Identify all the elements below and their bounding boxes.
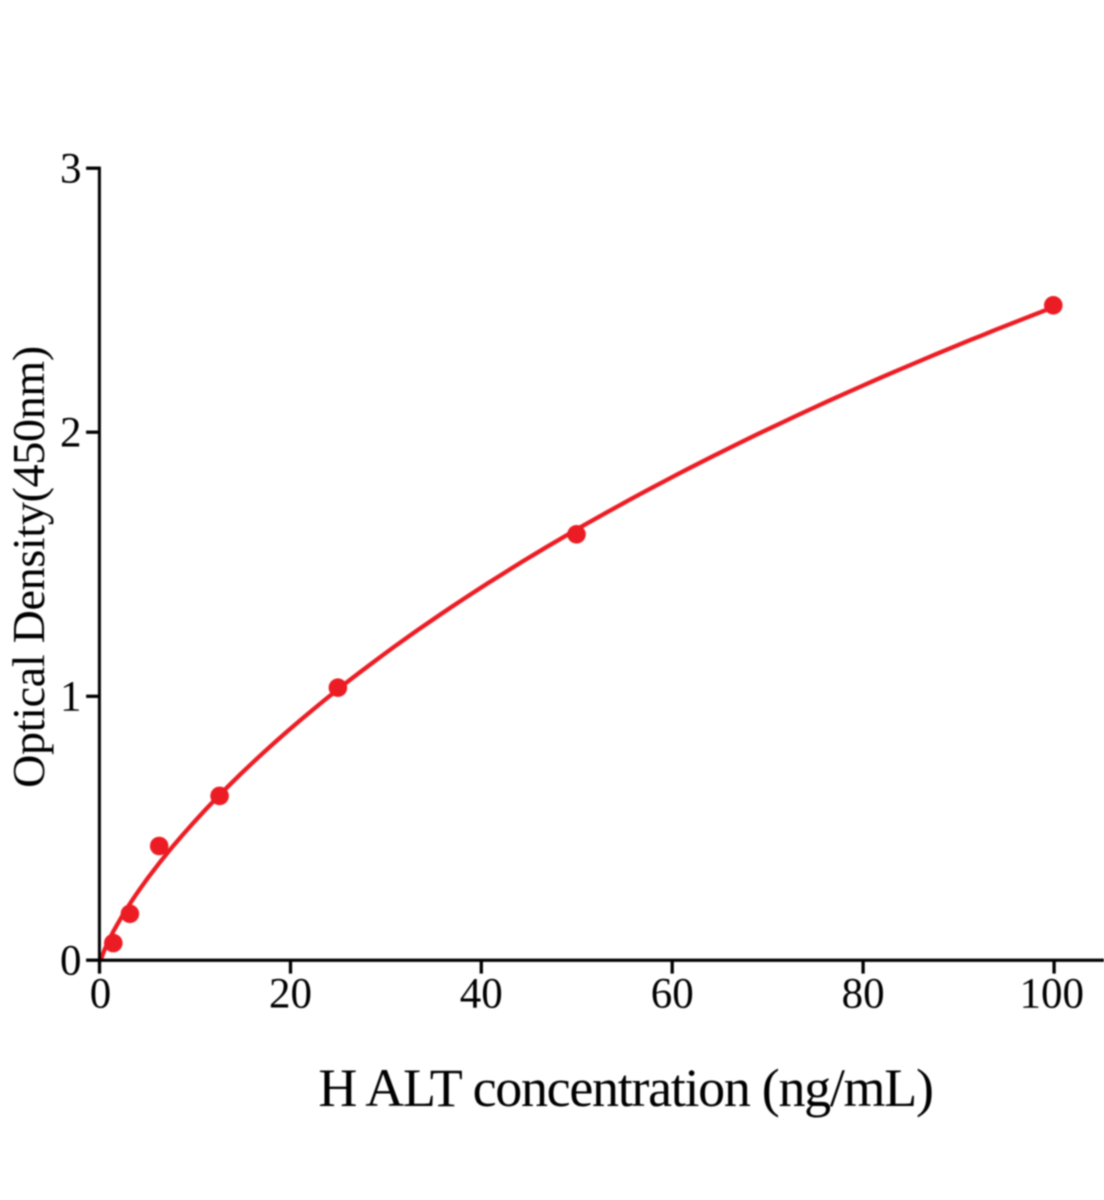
svg-text:H ALT concentration (ng/mL): H ALT concentration (ng/mL) [318,1058,932,1118]
svg-text:60: 60 [651,971,694,1018]
svg-text:0: 0 [60,938,82,985]
svg-text:1: 1 [60,674,82,721]
svg-text:40: 40 [460,971,503,1018]
svg-text:3: 3 [60,146,82,193]
svg-text:80: 80 [842,971,885,1018]
svg-text:0: 0 [90,971,112,1018]
svg-text:20: 20 [269,971,312,1018]
svg-text:2: 2 [60,410,82,457]
svg-text:Optical Density(450nm): Optical Density(450nm) [3,346,54,788]
svg-text:100: 100 [1020,971,1085,1018]
